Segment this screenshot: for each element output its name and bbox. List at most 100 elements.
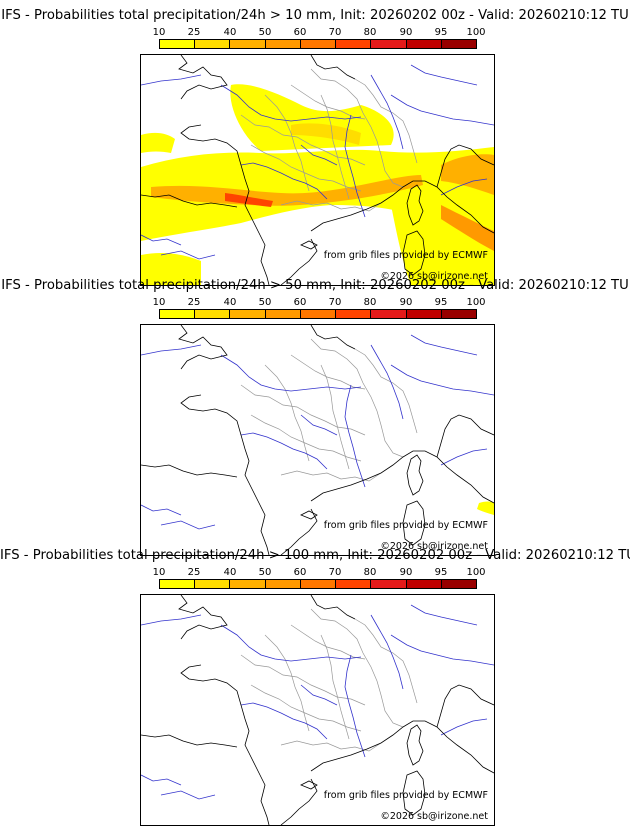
coastline — [280, 778, 318, 825]
panel-title: IFS - Probabilities total precipitation/… — [0, 548, 630, 563]
map-panel-10mm: IFS - Probabilities total precipitation/… — [0, 8, 630, 286]
scale-tick-label: 40 — [223, 27, 237, 38]
coastline — [310, 325, 356, 350]
scale-color-segment — [371, 40, 407, 48]
scale-tick-label: 60 — [293, 567, 307, 578]
scale-color-segment — [371, 310, 407, 318]
copyright-credit: ©2026 sb@irizone.net — [380, 541, 488, 552]
map-panel-50mm: IFS - Probabilities total precipitation/… — [0, 278, 630, 556]
scale-tick-label: 40 — [223, 297, 237, 308]
coastline — [310, 55, 356, 80]
border-line — [290, 624, 366, 660]
coastline — [141, 734, 238, 748]
river-line — [141, 74, 202, 86]
border-line — [250, 414, 362, 462]
scale-tick-label: 80 — [363, 297, 377, 308]
border-line — [264, 94, 310, 192]
precip-area-10 — [141, 132, 175, 153]
precip-area-10 — [477, 501, 494, 515]
scale-tick-label: 100 — [466, 297, 486, 308]
scale-color-segment — [336, 310, 372, 318]
border-line — [250, 684, 362, 732]
scale-tick-label: 25 — [187, 27, 201, 38]
scale-tick-label: 60 — [293, 297, 307, 308]
scale-color-segment — [336, 40, 372, 48]
scale-tick-label: 70 — [328, 567, 342, 578]
border-line — [280, 200, 382, 212]
scale-tick-label: 80 — [363, 27, 377, 38]
coastline — [178, 325, 228, 370]
precip-area-10 — [141, 253, 201, 285]
color-scale-labels: 10 25 40 50 60 70 80 90 95 100 — [143, 27, 493, 39]
border-line — [320, 634, 350, 740]
coastline — [280, 508, 318, 555]
precipitation-map: from grib files provided by ECMWF ©2026 … — [140, 324, 495, 556]
color-scale-labels: 10 25 40 50 60 70 80 90 95 100 — [143, 297, 493, 309]
scale-tick-label: 100 — [466, 27, 486, 38]
river-line — [160, 520, 216, 530]
sardinia-coastline — [402, 230, 426, 276]
island-coastline — [300, 510, 318, 520]
precipitation-map: from grib files provided by ECMWF ©2026 … — [140, 594, 495, 826]
border-line — [354, 348, 418, 434]
scale-color-segment — [441, 580, 476, 588]
coastline — [310, 595, 356, 620]
precip-area-40 — [151, 175, 423, 206]
river-line — [141, 504, 182, 516]
river-line — [344, 114, 366, 218]
color-scale-bar — [159, 39, 477, 49]
border-line — [240, 654, 366, 706]
border-line — [320, 364, 350, 470]
river-line — [141, 344, 202, 356]
river-line — [300, 144, 338, 166]
river-line — [141, 614, 202, 626]
scale-color-segment — [265, 580, 301, 588]
scale-tick-label: 25 — [187, 567, 201, 578]
river-line — [390, 364, 494, 396]
coastline — [436, 414, 494, 458]
coastline — [436, 144, 494, 188]
scale-color-segment — [300, 40, 337, 48]
scale-tick-label: 40 — [223, 567, 237, 578]
island-coastline — [300, 780, 318, 790]
border-line — [354, 78, 418, 164]
river-line — [390, 94, 494, 126]
scale-color-segment — [300, 310, 337, 318]
scale-tick-label: 50 — [258, 567, 272, 578]
scale-tick-label: 70 — [328, 297, 342, 308]
river-line — [160, 790, 216, 800]
river-line — [440, 448, 488, 466]
precip-area-50 — [441, 205, 494, 251]
scale-color-segment — [406, 40, 442, 48]
scale-color-segment — [195, 580, 231, 588]
scale-tick-label: 10 — [152, 297, 166, 308]
border-line — [264, 634, 310, 732]
scale-tick-label: 25 — [187, 297, 201, 308]
precip-area-40 — [441, 154, 494, 195]
color-scale-bar — [159, 309, 477, 319]
coastline — [310, 720, 494, 774]
map-panel-100mm: IFS - Probabilities total precipitation/… — [0, 548, 630, 826]
coastline — [180, 664, 270, 825]
scale-color-segment — [160, 310, 196, 318]
river-line — [141, 774, 182, 786]
color-scale-bar — [159, 579, 477, 589]
river-line — [141, 234, 182, 246]
scale-tick-label: 90 — [399, 567, 413, 578]
scale-tick-label: 10 — [152, 27, 166, 38]
coastline — [310, 450, 494, 504]
river-line — [440, 718, 488, 736]
scale-tick-label: 90 — [399, 297, 413, 308]
border-line — [320, 94, 350, 200]
river-line — [240, 702, 328, 740]
source-credit: from grib files provided by ECMWF — [323, 250, 488, 261]
scale-color-segment — [265, 310, 301, 318]
scale-color-segment — [406, 580, 442, 588]
border-line — [354, 618, 418, 704]
scale-tick-label: 50 — [258, 27, 272, 38]
border-line — [310, 338, 404, 458]
scale-color-segment — [195, 310, 231, 318]
coastline — [178, 55, 228, 100]
scale-color-segment — [160, 580, 196, 588]
corsica-coastline — [406, 724, 424, 766]
